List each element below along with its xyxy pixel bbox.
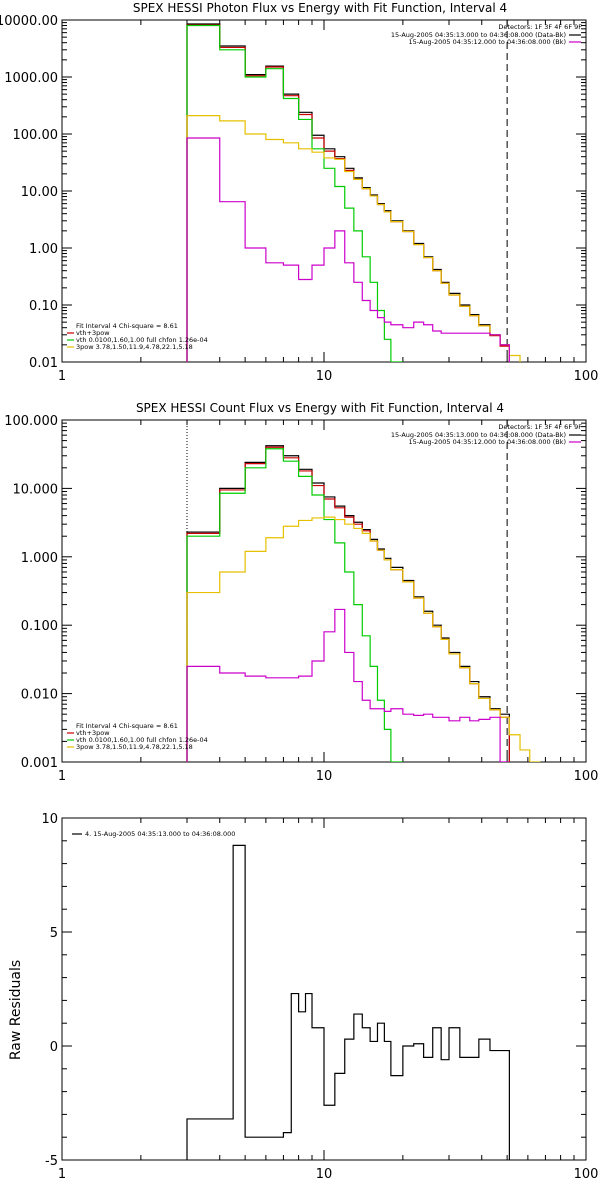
y-tick-label: 5 [50,926,58,941]
fit-legend-entry: 3pow 3.78,1.50,11.9,4.78,22.1,5.18 [76,743,193,751]
x-tick-label: 1 [58,369,66,384]
y-tick-label: 10 [41,812,58,827]
x-tick-label: 1 [58,769,66,784]
y-tick-label: 1.000 [21,551,58,566]
residuals-panel: Raw Residuals 1 10 100 -5 0 5 10 4. 15-Aug-2005… [8,812,598,1182]
series-line-vth [186,24,403,362]
photon-flux-panel: SPEX HESSI Photon Flux vs Energy with Fi… [0,1,598,384]
time-label: 15-Aug-2005 04:35:13.000 to 04:36:08.000… [391,431,566,439]
residual-legend-entry: 4. 15-Aug-2005 04:35:13.000 to 04:36:08.… [85,830,235,838]
x-tick-label: 100 [574,769,599,784]
fit-legend-entry: vth 0.0100,1.60,1.00 full chfon 1.26e-04 [76,336,208,344]
series-line-bk [186,608,510,762]
fit-legend-entry: vth+3pow [76,729,110,737]
detectors-label: Detectors: 1F 3F 4F 6F 9F [498,423,582,431]
series-line-data-bk [186,23,510,362]
y-tick-label: 0.001 [21,756,58,771]
y-tick-label: 0.01 [29,356,58,371]
y-tick-label: 10000.00 [0,14,58,29]
fit-legend-entry: vth+3pow [76,329,110,337]
time-label: 15-Aug-2005 04:35:13.000 to 04:36:08.000… [391,31,566,39]
y-tick-label: 100.000 [4,414,58,429]
fit-legend-entry: Fit Interval 4 Chi-square = 8.61 [76,722,178,730]
time-label: 15-Aug-2005 04:35:12.000 to 04:36:08.000… [409,38,566,46]
y-tick-label: 0.010 [21,688,58,703]
series-line-3pow [186,115,531,362]
series-line-data-bk [186,445,510,762]
series-line-vth-3pow [186,24,510,362]
series-line-data-bk [186,844,510,1160]
y-tick-label: 1.00 [29,242,58,257]
series-line-vth-3pow [186,446,510,762]
series-line-vth [186,448,403,762]
x-tick-label: 10 [316,369,333,384]
detectors-label: Detectors: 1F 3F 4F 6F 9F [498,23,582,31]
series-line-bk [186,137,510,362]
fit-legend-entry: 3pow 3.78,1.50,11.9,4.78,22.1,5.18 [76,343,193,351]
y-tick-label: 0.100 [21,619,58,634]
y-tick-label: 0.10 [29,299,58,314]
count-flux-panel: SPEX HESSI Count Flux vs Energy with Fit… [4,401,598,784]
y-tick-label: 0 [50,1040,58,1055]
residuals-ylabel: Raw Residuals [8,960,24,1060]
x-tick-label: 10 [316,1167,333,1182]
y-tick-label: 1000.00 [4,71,58,86]
x-tick-label: 1 [58,1167,66,1182]
count-flux-title: SPEX HESSI Count Flux vs Energy with Fit… [136,401,504,415]
y-tick-label: -5 [45,1154,58,1169]
y-tick-label: 100.00 [13,128,59,143]
resid-plot-frame [61,817,587,1161]
x-tick-label: 10 [316,769,333,784]
x-tick-label: 100 [574,369,599,384]
series-line-3pow [186,516,541,762]
fit-legend-entry: vth 0.0100,1.60,1.00 full chfon 1.26e-04 [76,736,208,744]
y-tick-label: 10.000 [13,482,59,497]
fit-legend-entry: Fit Interval 4 Chi-square = 8.61 [76,322,178,330]
y-tick-label: 10.00 [21,185,58,200]
time-label: 15-Aug-2005 04:35:12.000 to 04:36:08.000… [409,438,566,446]
x-tick-label: 100 [574,1167,599,1182]
photon-flux-title: SPEX HESSI Photon Flux vs Energy with Fi… [133,1,507,15]
